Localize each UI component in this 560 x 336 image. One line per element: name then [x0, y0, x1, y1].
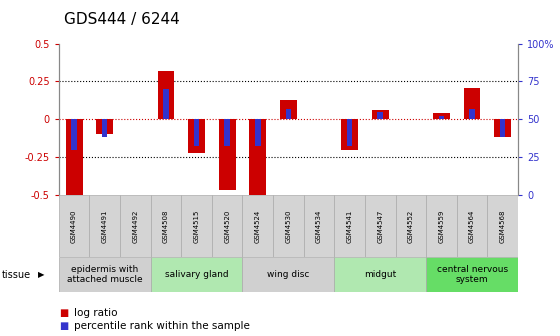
- Bar: [487, 195, 518, 257]
- Bar: [365, 195, 395, 257]
- Bar: [395, 195, 426, 257]
- Bar: [286, 109, 291, 119]
- Text: GSM4524: GSM4524: [255, 209, 261, 243]
- Text: tissue: tissue: [2, 270, 31, 280]
- Text: GSM4541: GSM4541: [347, 209, 353, 243]
- Bar: [341, 119, 358, 150]
- Text: GSM4515: GSM4515: [194, 209, 199, 243]
- Bar: [219, 119, 236, 190]
- Text: GSM4508: GSM4508: [163, 209, 169, 243]
- Bar: [120, 195, 151, 257]
- Bar: [225, 119, 230, 146]
- Bar: [59, 195, 90, 257]
- Text: ▶: ▶: [38, 270, 45, 279]
- Bar: [71, 119, 77, 150]
- Bar: [157, 71, 174, 119]
- Text: GSM4520: GSM4520: [224, 209, 230, 243]
- Bar: [151, 257, 242, 292]
- Bar: [242, 195, 273, 257]
- Text: salivary gland: salivary gland: [165, 270, 228, 279]
- Text: GSM4530: GSM4530: [286, 209, 291, 243]
- Bar: [59, 257, 151, 292]
- Text: GSM4534: GSM4534: [316, 209, 322, 243]
- Text: GSM4492: GSM4492: [132, 209, 138, 243]
- Bar: [457, 195, 487, 257]
- Text: ■: ■: [59, 321, 68, 331]
- Text: GSM4564: GSM4564: [469, 209, 475, 243]
- Bar: [334, 257, 426, 292]
- Bar: [500, 119, 506, 137]
- Bar: [188, 119, 205, 153]
- Bar: [438, 116, 444, 119]
- Bar: [194, 119, 199, 146]
- Text: percentile rank within the sample: percentile rank within the sample: [74, 321, 250, 331]
- Bar: [242, 257, 334, 292]
- Bar: [212, 195, 242, 257]
- Bar: [96, 119, 113, 134]
- Bar: [469, 109, 475, 119]
- Bar: [334, 195, 365, 257]
- Bar: [377, 112, 383, 119]
- Bar: [255, 119, 260, 146]
- Text: ■: ■: [59, 308, 68, 318]
- Text: wing disc: wing disc: [267, 270, 310, 279]
- Bar: [66, 119, 82, 195]
- Bar: [433, 113, 450, 119]
- Bar: [273, 195, 304, 257]
- Bar: [181, 195, 212, 257]
- Bar: [151, 195, 181, 257]
- Text: GDS444 / 6244: GDS444 / 6244: [64, 12, 180, 27]
- Bar: [464, 88, 480, 119]
- Bar: [90, 195, 120, 257]
- Text: GSM4490: GSM4490: [71, 209, 77, 243]
- Text: log ratio: log ratio: [74, 308, 118, 318]
- Text: GSM4547: GSM4547: [377, 209, 383, 243]
- Bar: [304, 195, 334, 257]
- Bar: [280, 100, 297, 119]
- Bar: [426, 257, 518, 292]
- Bar: [347, 119, 352, 146]
- Text: GSM4491: GSM4491: [102, 209, 108, 243]
- Bar: [494, 119, 511, 137]
- Text: GSM4552: GSM4552: [408, 209, 414, 243]
- Text: midgut: midgut: [364, 270, 396, 279]
- Text: GSM4559: GSM4559: [438, 209, 445, 243]
- Bar: [249, 119, 266, 195]
- Text: epidermis with
attached muscle: epidermis with attached muscle: [67, 265, 143, 284]
- Bar: [372, 110, 389, 119]
- Bar: [163, 89, 169, 119]
- Text: central nervous
system: central nervous system: [436, 265, 508, 284]
- Bar: [426, 195, 457, 257]
- Text: GSM4568: GSM4568: [500, 209, 506, 243]
- Bar: [102, 119, 108, 137]
